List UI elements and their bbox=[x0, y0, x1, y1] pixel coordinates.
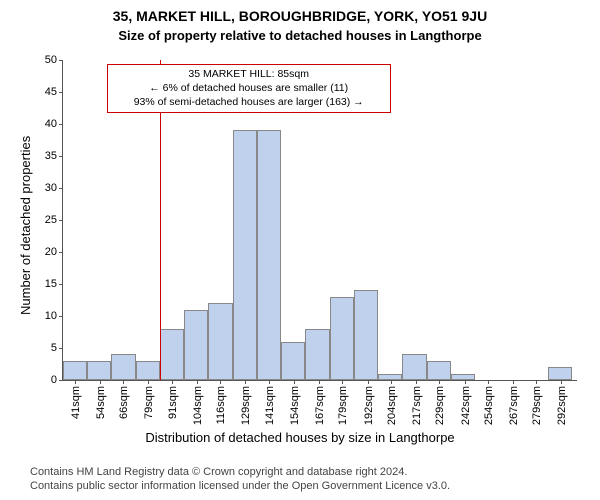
histogram-bar bbox=[136, 361, 160, 380]
y-tick-mark bbox=[59, 60, 63, 61]
x-tick-label: 154sqm bbox=[287, 386, 301, 425]
y-tick-mark bbox=[59, 348, 63, 349]
x-tick-label: 104sqm bbox=[190, 386, 204, 425]
histogram-bar bbox=[257, 130, 281, 380]
histogram-bar bbox=[451, 374, 475, 380]
x-tick-label: 204sqm bbox=[384, 386, 398, 425]
x-tick-mark bbox=[75, 380, 76, 384]
x-tick-label: 54sqm bbox=[93, 386, 107, 419]
x-tick-label: 267sqm bbox=[506, 386, 520, 425]
x-tick-label: 79sqm bbox=[141, 386, 155, 419]
annotation-box: 35 MARKET HILL: 85sqm← 6% of detached ho… bbox=[107, 64, 391, 113]
x-tick-mark bbox=[123, 380, 124, 384]
histogram-bar bbox=[63, 361, 87, 380]
x-tick-mark bbox=[100, 380, 101, 384]
page-title: 35, MARKET HILL, BOROUGHBRIDGE, YORK, YO… bbox=[0, 8, 600, 24]
x-tick-mark bbox=[342, 380, 343, 384]
x-tick-mark bbox=[536, 380, 537, 384]
x-tick-mark bbox=[465, 380, 466, 384]
annotation-line: 93% of semi-detached houses are larger (… bbox=[114, 95, 384, 109]
x-tick-label: 217sqm bbox=[409, 386, 423, 425]
x-tick-label: 279sqm bbox=[529, 386, 543, 425]
histogram-bar bbox=[378, 374, 402, 380]
x-tick-mark bbox=[439, 380, 440, 384]
annotation-line: 35 MARKET HILL: 85sqm bbox=[114, 67, 384, 81]
x-tick-mark bbox=[561, 380, 562, 384]
histogram-bar bbox=[548, 367, 572, 380]
x-tick-mark bbox=[416, 380, 417, 384]
x-tick-label: 116sqm bbox=[213, 386, 227, 424]
x-tick-label: 66sqm bbox=[116, 386, 130, 419]
x-tick-label: 292sqm bbox=[554, 386, 568, 425]
y-tick-mark bbox=[59, 252, 63, 253]
histogram-bar bbox=[87, 361, 111, 380]
x-tick-mark bbox=[368, 380, 369, 384]
chart-container: 35, MARKET HILL, BOROUGHBRIDGE, YORK, YO… bbox=[0, 0, 600, 500]
histogram-bar bbox=[281, 342, 305, 380]
y-tick-mark bbox=[59, 188, 63, 189]
histogram-bar bbox=[354, 290, 378, 380]
y-tick-mark bbox=[59, 124, 63, 125]
x-tick-mark bbox=[294, 380, 295, 384]
y-tick-mark bbox=[59, 284, 63, 285]
y-tick-mark bbox=[59, 156, 63, 157]
x-tick-mark bbox=[172, 380, 173, 384]
x-tick-label: 179sqm bbox=[335, 386, 349, 425]
x-tick-mark bbox=[269, 380, 270, 384]
histogram-bar bbox=[111, 354, 135, 380]
histogram-bar bbox=[305, 329, 329, 380]
x-tick-mark bbox=[220, 380, 221, 384]
footer-line-1: Contains HM Land Registry data © Crown c… bbox=[30, 466, 407, 478]
histogram-plot: 0510152025303540455041sqm54sqm66sqm79sqm… bbox=[62, 60, 577, 381]
y-tick-mark bbox=[59, 92, 63, 93]
y-tick-mark bbox=[59, 380, 63, 381]
x-tick-label: 141sqm bbox=[262, 386, 276, 425]
x-tick-label: 167sqm bbox=[312, 386, 326, 425]
x-tick-mark bbox=[319, 380, 320, 384]
footer-line-2: Contains public sector information licen… bbox=[30, 480, 450, 492]
chart-subtitle: Size of property relative to detached ho… bbox=[0, 28, 600, 43]
x-tick-mark bbox=[245, 380, 246, 384]
x-tick-mark bbox=[391, 380, 392, 384]
x-tick-mark bbox=[197, 380, 198, 384]
y-tick-mark bbox=[59, 316, 63, 317]
x-tick-label: 41sqm bbox=[68, 386, 82, 419]
histogram-bar bbox=[208, 303, 232, 380]
y-axis-label: Number of detached properties bbox=[18, 136, 33, 315]
x-axis-label: Distribution of detached houses by size … bbox=[0, 430, 600, 445]
x-tick-label: 242sqm bbox=[458, 386, 472, 425]
histogram-bar bbox=[427, 361, 451, 380]
x-tick-label: 229sqm bbox=[432, 386, 446, 425]
x-tick-mark bbox=[513, 380, 514, 384]
histogram-bar bbox=[160, 329, 184, 380]
x-tick-mark bbox=[148, 380, 149, 384]
x-tick-mark bbox=[488, 380, 489, 384]
histogram-bar bbox=[402, 354, 426, 380]
y-tick-mark bbox=[59, 220, 63, 221]
x-tick-label: 192sqm bbox=[361, 386, 375, 425]
x-tick-label: 129sqm bbox=[238, 386, 252, 425]
histogram-bar bbox=[184, 310, 208, 380]
x-tick-label: 91sqm bbox=[165, 386, 179, 419]
histogram-bar bbox=[233, 130, 257, 380]
x-tick-label: 254sqm bbox=[481, 386, 495, 425]
annotation-line: ← 6% of detached houses are smaller (11) bbox=[114, 81, 384, 95]
histogram-bar bbox=[330, 297, 354, 380]
